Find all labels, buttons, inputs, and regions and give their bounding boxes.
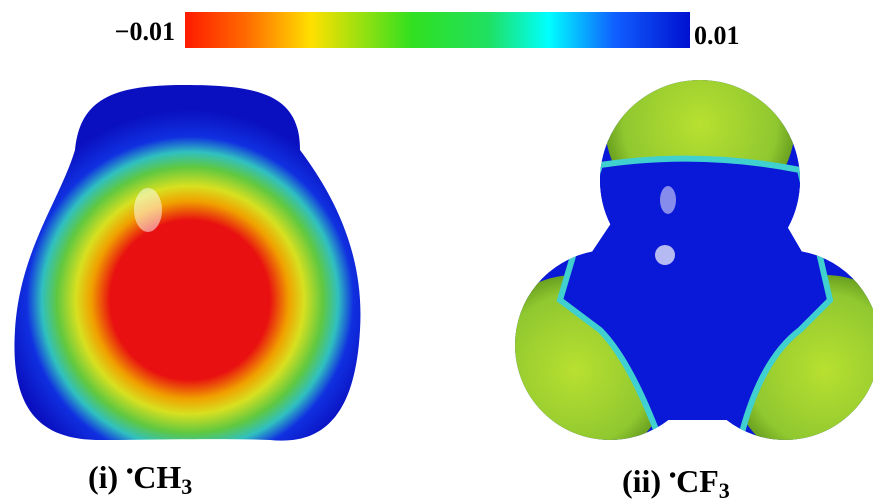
figure: −0.01 0.01 (i) •CH3 (ii) •CF3 xyxy=(0,0,873,499)
colorbar xyxy=(185,12,690,48)
cf3-surface xyxy=(480,30,873,465)
radical-dot: • xyxy=(126,461,133,483)
subscript: 3 xyxy=(181,474,192,499)
subscript: 3 xyxy=(719,478,730,499)
formula: CH xyxy=(133,459,181,495)
panel-label: (i) •CH3 xyxy=(88,459,192,499)
label-index: (i) xyxy=(88,459,118,495)
formula: CF xyxy=(676,463,719,499)
highlight xyxy=(134,188,162,232)
label-index: (ii) xyxy=(622,463,661,499)
ch3-surface xyxy=(14,85,360,441)
panel-label: (ii) •CF3 xyxy=(622,463,730,499)
radical-dot: • xyxy=(669,465,676,487)
colorbar-min: −0.01 xyxy=(115,17,175,46)
colorbar-max: 0.01 xyxy=(694,21,740,50)
